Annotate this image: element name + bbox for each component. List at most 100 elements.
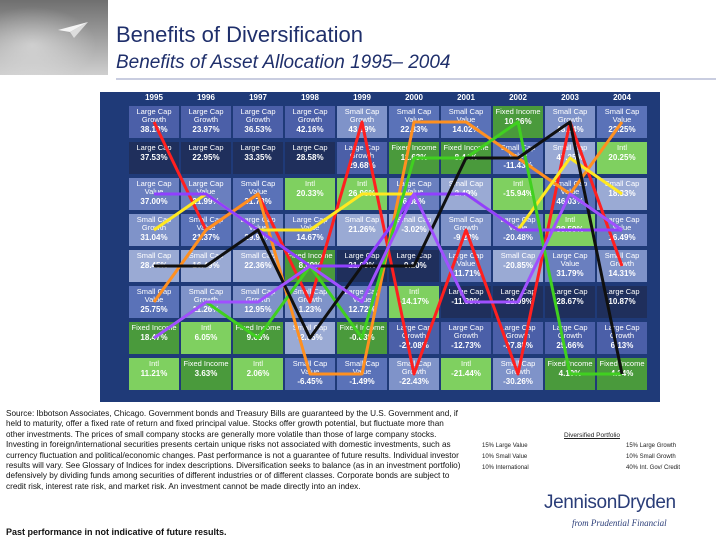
- return-value: 6.13%: [610, 341, 634, 350]
- return-cell: Intl 11.21%: [129, 358, 179, 390]
- asset-class-name: Small Cap Growth: [396, 359, 432, 376]
- return-value: 14.02%: [452, 125, 480, 134]
- asset-class-name: Large Cap: [344, 251, 380, 260]
- year-label: 1997: [249, 93, 267, 102]
- return-value: -22.08%: [399, 341, 429, 350]
- return-cell: Large Cap 37.53%: [129, 142, 179, 174]
- return-value: 21.37%: [192, 233, 220, 242]
- return-cell: Large Cap Value 6.08%: [389, 178, 439, 210]
- return-value: -3.02%: [401, 225, 427, 234]
- return-value: 43.09%: [348, 125, 376, 134]
- return-cell: Small Cap 22.36%: [233, 250, 283, 282]
- asset-class-name: Intl: [408, 287, 419, 296]
- return-cell: Small Cap Growth -22.43%: [389, 358, 439, 390]
- return-cell: Large Cap 28.67%: [545, 286, 595, 318]
- asset-class-name: Intl: [512, 179, 523, 188]
- return-cell: Small Cap Value -1.49%: [337, 358, 387, 390]
- asset-class-name: Large Cap Growth: [604, 323, 640, 340]
- asset-class-name: Small Cap: [292, 323, 328, 332]
- asset-class-name: Fixed Income: [599, 359, 645, 368]
- asset-class-name: Large Cap: [604, 287, 640, 296]
- return-value: 23.97%: [192, 125, 220, 134]
- portfolio-title: Diversified Portfolio: [564, 432, 620, 439]
- return-cell: Large Cap 33.35%: [233, 142, 283, 174]
- return-value: 12.95%: [244, 305, 272, 314]
- return-cell: Small Cap Growth 31.04%: [129, 214, 179, 246]
- return-cell: Small Cap 28.45%: [129, 250, 179, 282]
- asset-class-name: Small Cap Value: [136, 287, 172, 304]
- year-label: 2003: [561, 93, 579, 102]
- return-value: 18.33%: [608, 189, 636, 198]
- asset-class-name: Intl: [356, 179, 367, 188]
- asset-class-name: Small Cap Growth: [136, 215, 172, 232]
- return-value: 6.05%: [194, 333, 218, 342]
- return-cell: Large Cap Growth -12.73%: [441, 322, 491, 354]
- return-value: -22.43%: [399, 377, 429, 386]
- return-value: -6.45%: [297, 377, 323, 386]
- return-cell: Small Cap 18.33%: [597, 178, 647, 210]
- return-cell: Fixed Income 8.44%: [441, 142, 491, 174]
- asset-class-name: Small Cap Growth: [604, 251, 640, 268]
- return-value: 26.96%: [348, 189, 376, 198]
- return-value: 38.59%: [556, 225, 584, 234]
- return-cell: Intl 2.06%: [233, 358, 283, 390]
- portfolio-item: 10% Small Value: [482, 454, 528, 460]
- asset-class-name: Large Cap: [448, 287, 484, 296]
- asset-class-name: Fixed Income: [183, 359, 229, 368]
- return-value: 28.45%: [140, 261, 168, 270]
- asset-class-name: Small Cap: [396, 215, 432, 224]
- return-value: -11.71%: [451, 269, 481, 278]
- return-value: 29.98%: [244, 233, 272, 242]
- return-value: -22.09%: [503, 297, 533, 306]
- return-cell: Small Cap -20.85%: [493, 250, 543, 282]
- return-value: 8.69%: [298, 261, 322, 270]
- return-value: 20.25%: [608, 153, 636, 162]
- ranking-lines-overlay: [152, 120, 624, 376]
- return-value: 14.67%: [296, 233, 324, 242]
- return-value: 38.13%: [140, 125, 168, 134]
- return-cell: Fixed Income 10.26%: [493, 106, 543, 138]
- return-cell: Small Cap Growth 48.54%: [545, 106, 595, 138]
- return-value: -30.26%: [503, 377, 533, 386]
- return-cell: Large Cap Value 16.49%: [597, 214, 647, 246]
- return-value: 31.79%: [556, 269, 584, 278]
- asset-class-name: Small Cap: [552, 143, 588, 152]
- return-cell: Large Cap 28.58%: [285, 142, 335, 174]
- return-value: -11.88%: [451, 297, 481, 306]
- return-value: 10.87%: [608, 297, 636, 306]
- return-value: 11.26%: [192, 305, 220, 314]
- return-cell: Small Cap Value 14.02%: [441, 106, 491, 138]
- return-cell: Small Cap Value 31.78%: [233, 178, 283, 210]
- return-value: 16.49%: [608, 233, 636, 242]
- return-cell: Small Cap Value 25.75%: [129, 286, 179, 318]
- return-value: 11.21%: [140, 369, 168, 378]
- source-footnote: Source: Ibbotson Associates, Chicago. Go…: [6, 409, 461, 491]
- asset-class-name: Large Cap Growth: [344, 143, 380, 160]
- portfolio-item: 10% International: [482, 465, 529, 471]
- return-cell: Small Cap Value 22.25%: [597, 106, 647, 138]
- return-cell: Fixed Income 4.10%: [545, 358, 595, 390]
- return-cell: Small Cap Growth 43.09%: [337, 106, 387, 138]
- return-cell: Large Cap Value 37.00%: [129, 178, 179, 210]
- return-cell: Small Cap -3.02%: [389, 214, 439, 246]
- asset-class-name: Small Cap Value: [396, 107, 432, 124]
- asset-class-name: Intl: [304, 179, 315, 188]
- return-value: 12.72%: [348, 305, 376, 314]
- return-value: 6.08%: [402, 197, 426, 206]
- return-value: 21.03%: [348, 261, 376, 270]
- return-cell: Small Cap Growth 11.26%: [181, 286, 231, 318]
- return-cell: Large Cap Value -11.71%: [441, 250, 491, 282]
- asset-class-name: Intl: [252, 359, 263, 368]
- return-cell: Intl 38.59%: [545, 214, 595, 246]
- asset-class-name: Large Cap Value: [240, 215, 276, 232]
- asset-class-name: Large Cap Growth: [240, 107, 276, 124]
- asset-class-name: Small Cap: [240, 251, 276, 260]
- return-cell: Small Cap Growth 14.31%: [597, 250, 647, 282]
- return-cell: Small Cap Value 46.03%: [545, 178, 595, 210]
- asset-class-name: Intl: [148, 359, 159, 368]
- return-value: -12.73%: [451, 341, 481, 350]
- return-value: -11.43%: [503, 161, 533, 170]
- year-label: 1996: [197, 93, 215, 102]
- return-cell: Large Cap Value 14.67%: [285, 214, 335, 246]
- asset-class-name: Small Cap Value: [240, 179, 276, 196]
